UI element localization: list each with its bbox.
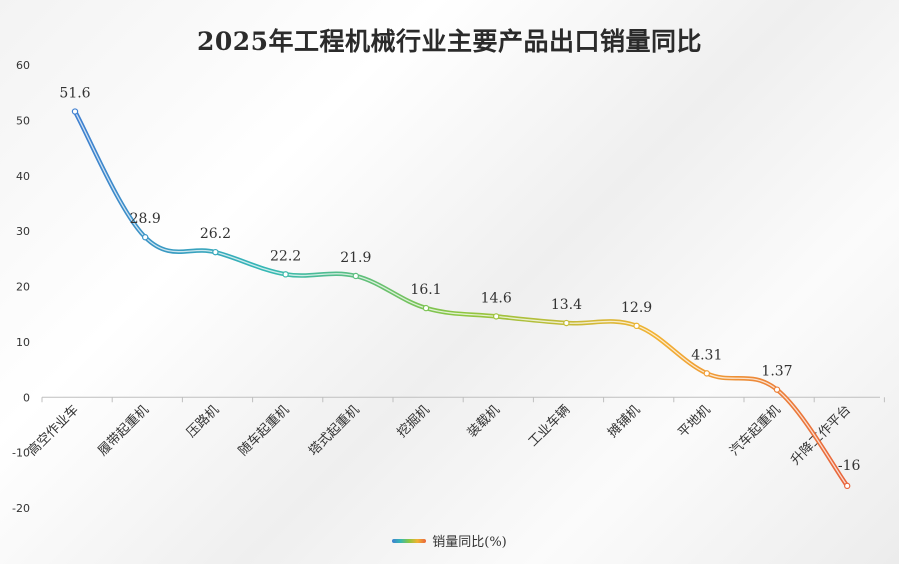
x-tick-label: 摊铺机: [605, 402, 643, 440]
x-tick-label: 平地机: [675, 402, 713, 440]
data-point: [71, 108, 79, 115]
data-point: [141, 234, 149, 241]
data-label: 14.6: [481, 290, 512, 306]
x-tick-label: 履带起重机: [95, 402, 152, 459]
data-label: 12.9: [621, 300, 652, 316]
data-point: [282, 271, 289, 278]
x-tick-label: 高空作业车: [25, 402, 82, 459]
data-label: 16.1: [410, 282, 441, 298]
y-tick-label: 60: [16, 59, 30, 72]
y-tick-label: -10: [12, 447, 30, 460]
data-label: 28.9: [130, 211, 161, 227]
data-label: 22.2: [270, 248, 301, 264]
y-tick-label: 30: [16, 225, 30, 238]
data-point: [633, 322, 640, 330]
x-tick-label: 随车起重机: [235, 402, 292, 459]
data-point: [563, 319, 570, 327]
data-point: [703, 370, 711, 377]
series-line-highlight: [74, 110, 848, 487]
data-point: [212, 248, 219, 256]
y-tick-label: 20: [16, 281, 30, 294]
data-label: 1.37: [761, 364, 792, 380]
data-label: 51.6: [59, 86, 90, 102]
y-tick-label: 10: [16, 336, 30, 349]
data-point: [352, 272, 359, 280]
data-point: [422, 304, 430, 312]
y-tick-label: -20: [12, 502, 30, 515]
data-label: -16: [838, 458, 861, 474]
data-label: 13.4: [551, 297, 582, 313]
legend: 销量同比(%): [0, 531, 899, 550]
data-point: [773, 386, 781, 393]
data-label: 4.31: [691, 347, 722, 363]
data-point: [844, 482, 851, 490]
x-tick-label: 工业车辆: [525, 402, 573, 450]
data-label: 26.2: [200, 226, 231, 242]
x-tick-label: 挖掘机: [395, 402, 433, 440]
data-point: [493, 313, 500, 320]
y-tick-label: 40: [16, 170, 30, 183]
y-tick-label: 50: [16, 114, 30, 127]
data-label: 21.9: [340, 250, 371, 266]
y-tick-label: 0: [23, 391, 30, 404]
x-tick-label: 汽车起重机: [727, 402, 784, 459]
chart-title: 2025年工程机械行业主要产品出口销量同比: [196, 27, 703, 56]
x-tick-label: 压路机: [183, 402, 222, 441]
x-tick-label: 装载机: [465, 402, 503, 440]
x-tick-label: 塔式起重机: [305, 402, 362, 459]
legend-swatch: [392, 538, 427, 543]
legend-label: 销量同比(%): [432, 535, 507, 550]
